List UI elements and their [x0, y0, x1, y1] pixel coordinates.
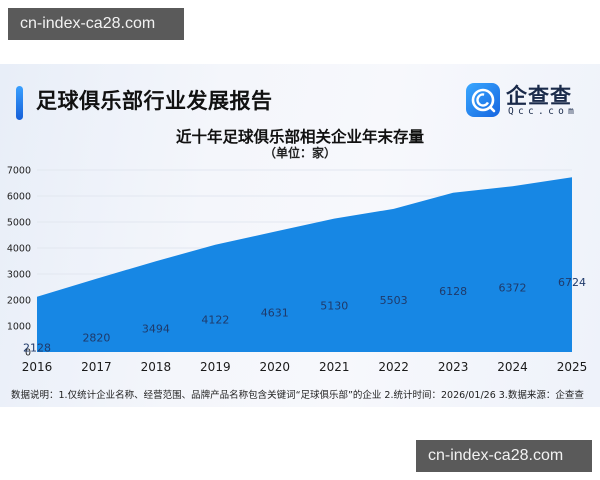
y-tick-label: 0 [25, 348, 31, 359]
y-tick-label: 1000 [7, 322, 31, 333]
data-label: 2128 [23, 341, 51, 354]
x-axis-ticks: 2016 2017 2018 2019 2020 2021 2022 2023 2024 2025 [22, 360, 588, 374]
y-tick-label: 4000 [7, 244, 31, 255]
x-tick-label: 2020 [260, 360, 291, 374]
y-tick-label: 2000 [7, 296, 31, 307]
data-label: 5503 [380, 294, 408, 307]
data-labels: 2128 2820 3494 4122 4631 5130 5503 6128 6372 6724 [23, 276, 586, 354]
logo-name: 企查查 [506, 84, 572, 108]
data-label: 4631 [261, 306, 289, 319]
y-tick-label: 7000 [7, 166, 31, 177]
title-accent-bar [16, 86, 23, 120]
x-tick-label: 2025 [557, 360, 588, 374]
x-tick-label: 2019 [200, 360, 231, 374]
x-tick-label: 2024 [497, 360, 528, 374]
page-title: 足球俱乐部行业发展报告 [36, 89, 273, 113]
x-tick-label: 2018 [141, 360, 172, 374]
x-tick-label: 2023 [438, 360, 469, 374]
data-label: 6372 [499, 281, 527, 294]
x-tick-label: 2017 [81, 360, 112, 374]
x-tick-label: 2021 [319, 360, 350, 374]
watermark-bottom: cn-index-ca28.com [416, 440, 592, 472]
chart-subtitle: （单位：家） [263, 146, 336, 160]
watermark-top: cn-index-ca28.com [8, 8, 184, 40]
data-label: 6724 [558, 276, 586, 289]
data-label: 3494 [142, 322, 170, 335]
footnote: 数据说明：1.仅统计企业名称、经营范围、品牌产品名称包含关键词“足球俱乐部”的企… [11, 390, 584, 401]
chart-title: 近十年足球俱乐部相关企业年末存量 [175, 128, 424, 146]
x-tick-label: 2016 [22, 360, 53, 374]
y-tick-label: 6000 [7, 192, 31, 203]
area-series [37, 177, 572, 352]
logo-domain: Qcc.com [508, 106, 579, 117]
x-tick-label: 2022 [378, 360, 409, 374]
data-label: 5130 [320, 299, 348, 312]
y-tick-label: 3000 [7, 270, 31, 281]
y-axis-ticks: 0 1000 2000 3000 4000 5000 6000 7000 [7, 166, 31, 359]
y-tick-label: 5000 [7, 218, 31, 229]
data-label: 6128 [439, 285, 467, 298]
data-label: 2820 [82, 332, 110, 345]
qcc-logo-icon [466, 83, 500, 117]
data-label: 4122 [201, 314, 229, 327]
